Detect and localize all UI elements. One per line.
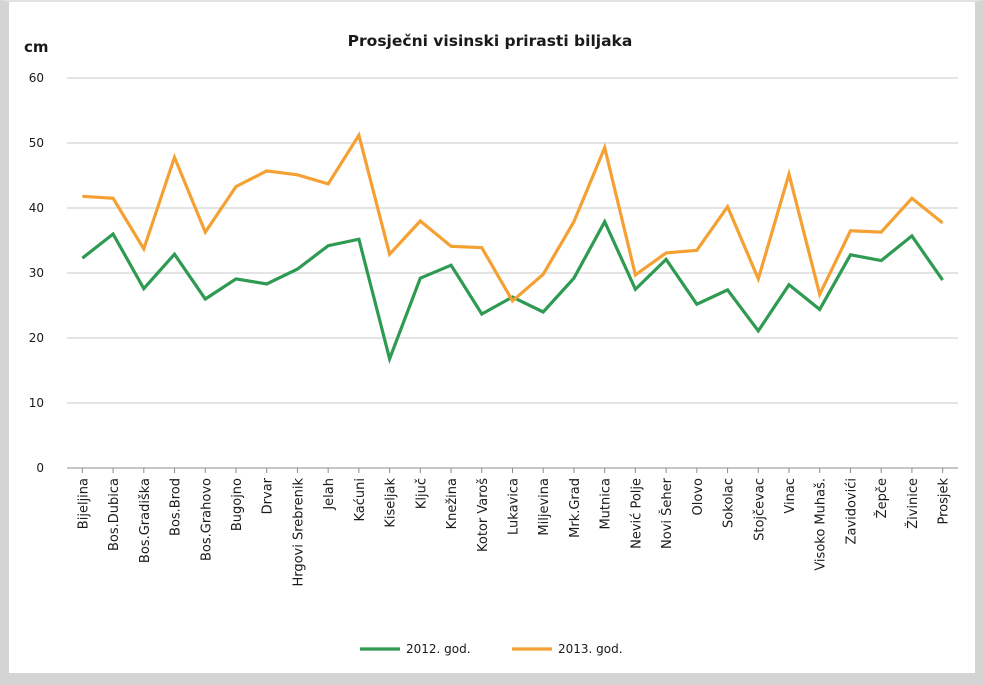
x-tick-label: Bugojno — [230, 478, 245, 531]
x-tick-label: Bos.Gradiška — [138, 478, 153, 563]
x-tick-label: Lukavica — [507, 478, 522, 535]
x-tick-label: Kiseljak — [384, 478, 399, 528]
legend-label: 2012. god. — [406, 642, 471, 656]
y-tick-label: 60 — [29, 71, 44, 85]
x-tick-label: Drvar — [261, 477, 276, 514]
x-axis-ticks: Bijeljina Bos.Dubica Bos.Gradiška Bos.Brod B… — [76, 468, 952, 587]
y-tick-label: 40 — [29, 201, 44, 215]
x-tick-label: Miljevina — [537, 478, 552, 536]
y-tick-label: 30 — [29, 266, 44, 280]
x-tick-label: Stojčevac — [752, 478, 767, 541]
x-tick-label: Jelah — [322, 478, 337, 511]
x-tick-label: Bos.Grahovo — [199, 478, 214, 561]
y-axis-ticks: 0 10 20 30 40 50 60 — [29, 71, 44, 475]
x-tick-label: Novi Šeher — [659, 477, 675, 549]
x-tick-label: Nević Polje — [629, 478, 644, 549]
series-line-1 — [82, 131, 944, 304]
y-tick-label: 0 — [36, 461, 44, 475]
chart-title: Prosječni visinski prirasti biljaka — [348, 32, 633, 50]
x-tick-label: Bos.Dubica — [107, 478, 122, 551]
x-tick-label: Žepče — [874, 478, 890, 518]
y-axis-unit-label: cm — [24, 38, 49, 56]
x-tick-label: Ključ — [414, 478, 429, 509]
x-tick-label: Olovo — [691, 478, 706, 515]
x-tick-label: Sokolac — [722, 478, 737, 528]
x-tick-label: Bos.Brod — [169, 478, 184, 536]
x-tick-label: Bijeljina — [76, 478, 91, 529]
x-tick-label: Visoko Muhaš. — [814, 478, 829, 571]
y-tick-label: 10 — [29, 396, 44, 410]
x-tick-label: Zavidovići — [844, 478, 859, 544]
x-tick-label: Vinac — [783, 478, 798, 514]
x-tick-label: Kotor Varoš — [476, 478, 491, 552]
gridlines — [67, 77, 958, 469]
x-tick-label: Mutnica — [599, 478, 614, 530]
x-tick-label: Knežina — [445, 478, 460, 529]
x-tick-label: Prosjek — [937, 478, 952, 525]
series-lines — [81, 131, 944, 365]
x-tick-label: Mrk.Grad — [568, 478, 583, 538]
legend-label: 2013. god. — [558, 642, 623, 656]
x-tick-label: Kaćuni — [353, 478, 368, 522]
series-line-0 — [81, 218, 944, 365]
x-tick-label: Živinice — [905, 478, 921, 529]
x-tick-label: Hrgovi Srebrenik — [291, 478, 306, 587]
y-tick-label: 50 — [29, 136, 44, 150]
legend: 2012. god. 2013. god. — [360, 642, 623, 656]
y-tick-label: 20 — [29, 331, 44, 345]
